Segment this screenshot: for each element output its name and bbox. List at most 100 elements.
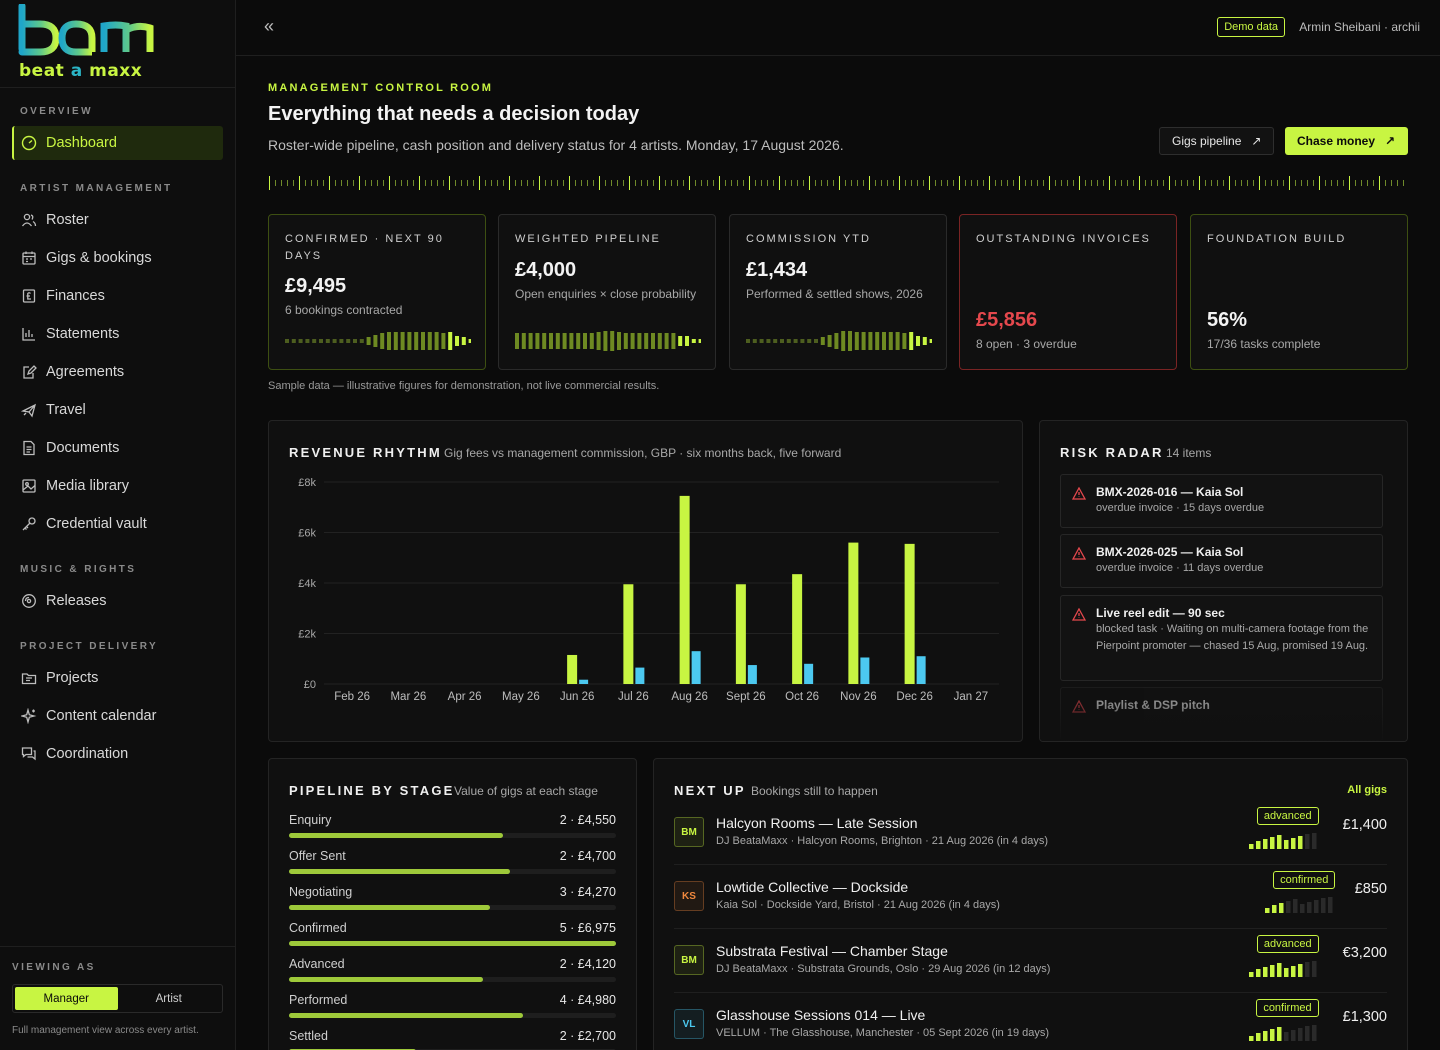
ruler-tick [617, 180, 618, 186]
nav-media-library[interactable]: Media library [12, 469, 223, 503]
spark-bar [387, 332, 391, 350]
kpi-commission-ytd[interactable]: COMMISSION YTD £1,434 Performed & settle… [729, 214, 947, 370]
nav-projects[interactable]: Projects [12, 661, 223, 695]
risk-desc: blocked task · Waiting on multi-camera f… [1096, 623, 1369, 652]
ruler-tick [1193, 180, 1194, 186]
ruler-tick [1373, 180, 1374, 186]
kpi-label: COMMISSION YTD [746, 233, 871, 245]
gig-title: Halcyon Rooms — Late Session [716, 815, 918, 831]
gig-row[interactable]: KS Lowtide Collective — Dockside Kaia Sol … [674, 865, 1387, 929]
panel-subtitle: Gig fees vs management commission, GBP ·… [444, 446, 842, 460]
artist-avatar: BM [674, 817, 704, 847]
role-artist-button[interactable]: Artist [155, 992, 182, 1005]
bam-logo[interactable] [16, 4, 161, 82]
user-menu[interactable]: Armin Sheibani · archii [1299, 20, 1420, 34]
gig-meta: DJ BeataMaxx · Halcyon Rooms, Brighton ·… [716, 835, 1048, 847]
topbar: « Demo data Armin Sheibani · archii [236, 0, 1440, 56]
gig-spark-bar [1307, 902, 1312, 913]
nav-coordination[interactable]: Coordination [12, 737, 223, 771]
nav-documents[interactable]: Documents [12, 431, 223, 465]
ruler-tick [1031, 180, 1032, 186]
gig-sparkline [1248, 1025, 1317, 1041]
section-label-overview: OVERVIEW [20, 106, 93, 117]
x-tick-label: Nov 26 [840, 691, 876, 703]
nav-travel[interactable]: Travel [12, 393, 223, 427]
chase-money-button[interactable]: Chase money ↗ [1285, 127, 1408, 155]
ruler-tick [971, 180, 972, 186]
gig-row[interactable]: BM Halcyon Rooms — Late Session DJ BeataMa… [674, 801, 1387, 865]
stage-name: Offer Sent [289, 849, 346, 863]
nav-agreements[interactable]: Agreements [12, 355, 223, 389]
nav-credential-vault[interactable]: Credential vault [12, 507, 223, 541]
gig-spark-bar [1255, 1033, 1261, 1041]
risk-title: BMX-2026-016 — Kaia Sol [1096, 485, 1244, 499]
nav-releases[interactable]: Releases [12, 584, 223, 618]
nav-statements[interactable]: Statements [12, 317, 223, 351]
kpi-foundation-build[interactable]: FOUNDATION BUILD 56% 17/36 tasks complet… [1190, 214, 1408, 370]
ruler-tick [329, 176, 330, 190]
spark-bar [515, 333, 519, 349]
spark-bar [698, 339, 701, 343]
nav-dashboard[interactable]: Dashboard [12, 126, 223, 160]
ruler-tick [497, 180, 498, 186]
ruler-tick [689, 176, 690, 190]
spark-bar [359, 339, 364, 343]
warning-triangle-icon [1072, 608, 1086, 621]
risk-item[interactable]: BMX-2026-025 — Kaia Sol overdue invoice … [1060, 534, 1383, 588]
stage-bar-fill [289, 905, 491, 910]
ruler-tick [899, 176, 900, 190]
spark-bar [617, 332, 621, 350]
gig-meta: VELLUM · The Glasshouse, Manchester · 05… [716, 1027, 1050, 1039]
nav-label: Dashboard [46, 135, 117, 151]
ruler-tick [275, 180, 276, 186]
edit-icon [20, 363, 38, 381]
risk-item[interactable]: Live reel edit — 90 sec blocked task · W… [1060, 595, 1383, 681]
risk-item[interactable]: BMX-2026-016 — Kaia Sol overdue invoice … [1060, 474, 1383, 528]
stage-value: 2 · £2,700 [559, 1029, 616, 1043]
stage-name: Negotiating [289, 885, 353, 899]
spark-bar [793, 339, 798, 343]
gig-sparkline [1248, 833, 1317, 849]
double-chevron-left-icon[interactable]: « [264, 16, 275, 36]
ruler-tick [671, 180, 672, 186]
gig-row[interactable]: BM Substrata Festival — Chamber Stage DJ B… [674, 929, 1387, 993]
ruler-tick [1229, 176, 1230, 190]
gig-row[interactable]: VL Glasshouse Sessions 014 — Live VELLUM ·… [674, 993, 1387, 1050]
kpi-confirmed[interactable]: CONFIRMED · NEXT 90 DAYS £9,495 6 bookin… [268, 214, 486, 370]
spark-bar [603, 331, 608, 351]
nav-label: Agreements [46, 364, 125, 380]
ruler-tick [545, 180, 546, 186]
nav-gigs-bookings[interactable]: Gigs & bookings [12, 241, 223, 275]
ruler-tick [1067, 180, 1068, 186]
spark-bar [752, 339, 757, 343]
ruler-tick [701, 180, 702, 186]
kpi-outstanding-invoices[interactable]: OUTSTANDING INVOICES £5,856 8 open · 3 o… [959, 214, 1177, 370]
ruler-tick [881, 180, 882, 186]
gig-spark-bar [1300, 904, 1305, 913]
nav-finances[interactable]: Finances [12, 279, 223, 313]
kpi-weighted-pipeline[interactable]: WEIGHTED PIPELINE £4,000 Open enquiries … [498, 214, 716, 370]
ruler-tick [1079, 176, 1080, 190]
spark-bar [393, 332, 398, 350]
gig-spark-bar [1304, 962, 1310, 977]
gauge-icon [20, 134, 38, 152]
ruler-tick [587, 180, 588, 186]
viewing-note: Full management view across every artist… [12, 1025, 199, 1036]
gig-spark-bar [1311, 961, 1317, 977]
y-tick-label: £8k [298, 477, 316, 489]
ruler-tick [935, 180, 936, 186]
gig-spark-bar [1248, 1036, 1254, 1041]
stage-value: 2 · £4,700 [559, 849, 616, 863]
role-manager-button[interactable]: Manager [15, 987, 118, 1010]
x-tick-label: Apr 26 [448, 691, 482, 703]
nav-roster[interactable]: Roster [12, 203, 223, 237]
ruler-tick [443, 180, 444, 186]
ruler-tick [395, 180, 396, 186]
ruler-tick [1019, 176, 1020, 190]
x-tick-label: Oct 26 [785, 691, 819, 703]
ruler-tick [473, 180, 474, 186]
gigs-pipeline-button[interactable]: Gigs pipeline ↗ [1159, 127, 1275, 155]
all-gigs-link[interactable]: All gigs [1347, 784, 1387, 796]
nav-content-calendar[interactable]: Content calendar [12, 699, 223, 733]
nav-label: Travel [46, 402, 86, 418]
